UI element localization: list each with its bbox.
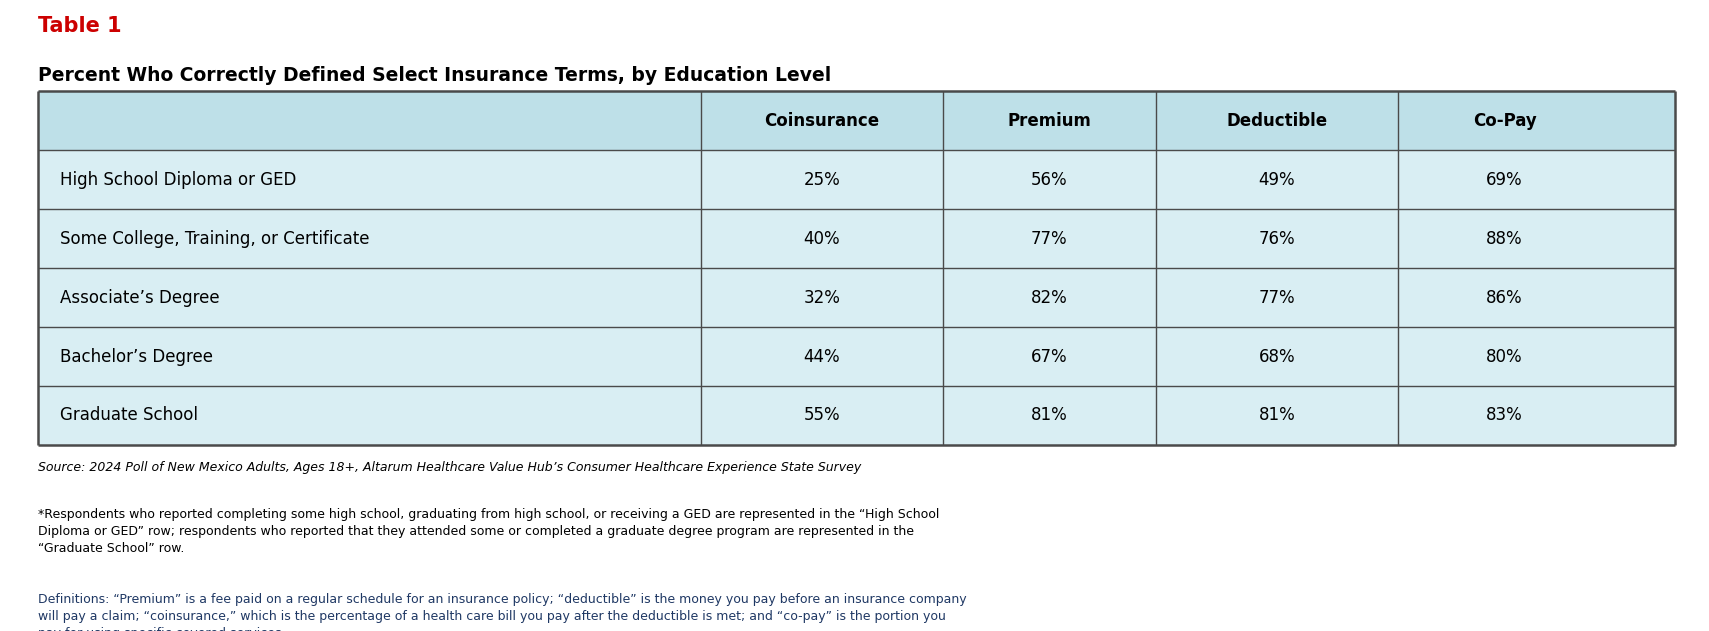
Text: Percent Who Correctly Defined Select Insurance Terms, by Education Level: Percent Who Correctly Defined Select Ins… [38,66,831,85]
Bar [38,150,1675,209]
Text: 55%: 55% [803,406,841,425]
Text: 40%: 40% [803,230,841,248]
Text: Premium: Premium [1008,112,1092,130]
Text: 83%: 83% [1487,406,1523,425]
Text: 81%: 81% [1031,406,1068,425]
Text: Source: 2024 Poll of New Mexico Adults, Ages 18+, Altarum Healthcare Value Hub’s: Source: 2024 Poll of New Mexico Adults, … [38,461,861,474]
Text: 81%: 81% [1258,406,1295,425]
Bar [38,268,1675,327]
Text: Definitions: “Premium” is a fee paid on a regular schedule for an insurance poli: Definitions: “Premium” is a fee paid on … [38,593,966,631]
Text: 25%: 25% [803,171,841,189]
Text: 80%: 80% [1487,348,1523,365]
Text: 88%: 88% [1487,230,1523,248]
Text: High School Diploma or GED: High School Diploma or GED [60,171,296,189]
Text: Coinsurance: Coinsurance [764,112,880,130]
Bar [38,209,1675,268]
Text: Associate’s Degree: Associate’s Degree [60,288,219,307]
Text: 67%: 67% [1031,348,1068,365]
Text: 69%: 69% [1487,171,1523,189]
Text: 44%: 44% [803,348,841,365]
Text: Graduate School: Graduate School [60,406,198,425]
Text: Co-Pay: Co-Pay [1473,112,1536,130]
Text: 76%: 76% [1258,230,1295,248]
Text: *Respondents who reported completing some high school, graduating from high scho: *Respondents who reported completing som… [38,508,938,555]
Text: 77%: 77% [1258,288,1295,307]
Text: Deductible: Deductible [1227,112,1328,130]
Text: 32%: 32% [803,288,841,307]
Text: 77%: 77% [1031,230,1068,248]
Text: 82%: 82% [1031,288,1068,307]
Bar [38,386,1675,445]
Text: Table 1: Table 1 [38,16,121,36]
Text: Some College, Training, or Certificate: Some College, Training, or Certificate [60,230,369,248]
Text: 86%: 86% [1487,288,1523,307]
Text: 49%: 49% [1258,171,1295,189]
Bar [38,91,1675,150]
Bar [38,327,1675,386]
Text: Bachelor’s Degree: Bachelor’s Degree [60,348,214,365]
Text: 68%: 68% [1258,348,1295,365]
Text: 56%: 56% [1031,171,1068,189]
